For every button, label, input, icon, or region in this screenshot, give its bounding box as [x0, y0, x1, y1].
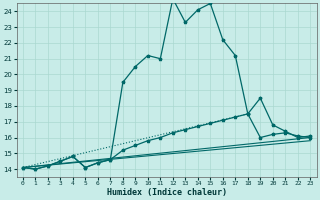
- X-axis label: Humidex (Indice chaleur): Humidex (Indice chaleur): [107, 188, 227, 197]
